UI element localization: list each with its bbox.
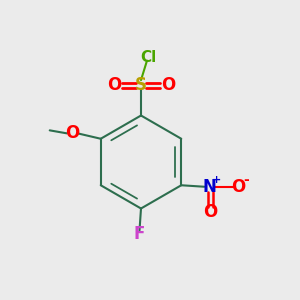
- Text: Cl: Cl: [140, 50, 157, 64]
- Text: O: O: [161, 76, 175, 94]
- Text: -: -: [243, 173, 249, 187]
- Text: O: O: [107, 76, 121, 94]
- Text: F: F: [134, 225, 145, 243]
- Text: N: N: [203, 178, 217, 196]
- Text: O: O: [65, 124, 80, 142]
- Text: S: S: [135, 76, 147, 94]
- Text: O: O: [231, 178, 245, 196]
- Text: +: +: [212, 175, 221, 185]
- Text: O: O: [202, 203, 217, 221]
